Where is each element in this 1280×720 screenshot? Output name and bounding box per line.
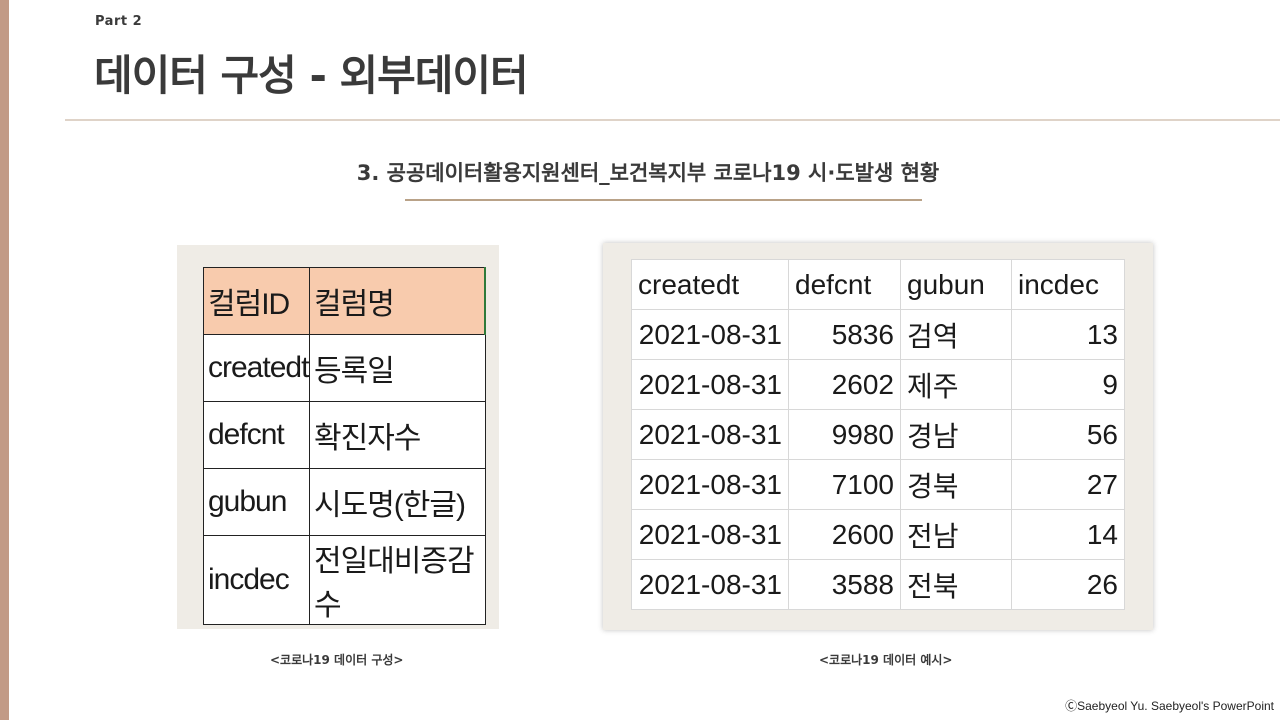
table-header-row: createdt defcnt gubun incdec bbox=[631, 259, 1125, 310]
header-cell-createdt: createdt bbox=[631, 259, 789, 310]
defcnt-cell: 9980 bbox=[788, 409, 901, 460]
gubun-cell: 경남 bbox=[900, 409, 1012, 460]
table-row: incdec 전일대비증감수 bbox=[203, 535, 486, 625]
incdec-cell: 9 bbox=[1011, 359, 1125, 410]
incdec-cell: 26 bbox=[1011, 559, 1125, 610]
header-cell-incdec: incdec bbox=[1011, 259, 1125, 310]
createdt-cell: 2021-08-31 bbox=[631, 509, 789, 560]
column-name-cell: 전일대비증감수 bbox=[309, 535, 486, 625]
defcnt-cell: 5836 bbox=[788, 309, 901, 360]
column-id-cell: incdec bbox=[203, 535, 310, 625]
createdt-cell: 2021-08-31 bbox=[631, 359, 789, 410]
header-cell-gubun: gubun bbox=[900, 259, 1012, 310]
defcnt-cell: 3588 bbox=[788, 559, 901, 610]
incdec-cell: 13 bbox=[1011, 309, 1125, 360]
table-row: 2021-08-31 2600 전남 14 bbox=[631, 509, 1125, 560]
caption-data-structure: <코로나19 데이터 구성> bbox=[270, 653, 404, 667]
incdec-cell: 27 bbox=[1011, 459, 1125, 510]
table-row: 2021-08-31 3588 전북 26 bbox=[631, 559, 1125, 610]
copyright-notice: ⒸSaebyeol Yu. Saebyeol's PowerPoint bbox=[1065, 699, 1274, 713]
header-cell-column-name: 컬럼명 bbox=[309, 267, 486, 335]
section-subtitle: 3. 공공데이터활용지원센터_보건복지부 코로나19 시·도발생 현황 bbox=[356, 161, 940, 185]
defcnt-cell: 7100 bbox=[788, 459, 901, 510]
table-row: 2021-08-31 9980 경남 56 bbox=[631, 409, 1125, 460]
header-cell-column-id: 컬럼ID bbox=[203, 267, 310, 335]
column-structure-table: 컬럼ID 컬럼명 createdt 등록일 defcnt 확진자수 gubun … bbox=[203, 267, 486, 625]
header-divider bbox=[65, 119, 1280, 121]
column-name-cell: 확진자수 bbox=[309, 401, 486, 469]
table-row: 2021-08-31 2602 제주 9 bbox=[631, 359, 1125, 410]
defcnt-cell: 2602 bbox=[788, 359, 901, 410]
table-row: 2021-08-31 5836 검역 13 bbox=[631, 309, 1125, 360]
data-example-panel: createdt defcnt gubun incdec 2021-08-31 … bbox=[603, 243, 1153, 630]
gubun-cell: 전북 bbox=[900, 559, 1012, 610]
incdec-cell: 56 bbox=[1011, 409, 1125, 460]
table-row: createdt 등록일 bbox=[203, 334, 486, 402]
caption-data-example: <코로나19 데이터 예시> bbox=[819, 653, 953, 667]
column-id-cell: defcnt bbox=[203, 401, 310, 469]
gubun-cell: 제주 bbox=[900, 359, 1012, 410]
column-structure-panel: 컬럼ID 컬럼명 createdt 등록일 defcnt 확진자수 gubun … bbox=[177, 245, 499, 629]
createdt-cell: 2021-08-31 bbox=[631, 559, 789, 610]
data-example-table: createdt defcnt gubun incdec 2021-08-31 … bbox=[631, 259, 1125, 610]
table-header-row: 컬럼ID 컬럼명 bbox=[203, 267, 486, 335]
createdt-cell: 2021-08-31 bbox=[631, 459, 789, 510]
subtitle-underline bbox=[405, 199, 922, 201]
left-accent-bar bbox=[0, 0, 9, 720]
table-row: 2021-08-31 7100 경북 27 bbox=[631, 459, 1125, 510]
column-id-cell: createdt bbox=[203, 334, 310, 402]
header-cell-defcnt: defcnt bbox=[788, 259, 901, 310]
page-title: 데이터 구성 - 외부데이터 bbox=[94, 51, 529, 100]
createdt-cell: 2021-08-31 bbox=[631, 309, 789, 360]
table-row: defcnt 확진자수 bbox=[203, 401, 486, 469]
incdec-cell: 14 bbox=[1011, 509, 1125, 560]
column-id-cell: gubun bbox=[203, 468, 310, 536]
gubun-cell: 전남 bbox=[900, 509, 1012, 560]
table-row: gubun 시도명(한글) bbox=[203, 468, 486, 536]
createdt-cell: 2021-08-31 bbox=[631, 409, 789, 460]
column-name-cell: 등록일 bbox=[309, 334, 486, 402]
column-name-cell: 시도명(한글) bbox=[309, 468, 486, 536]
gubun-cell: 경북 bbox=[900, 459, 1012, 510]
part-label: Part 2 bbox=[95, 14, 143, 29]
gubun-cell: 검역 bbox=[900, 309, 1012, 360]
defcnt-cell: 2600 bbox=[788, 509, 901, 560]
